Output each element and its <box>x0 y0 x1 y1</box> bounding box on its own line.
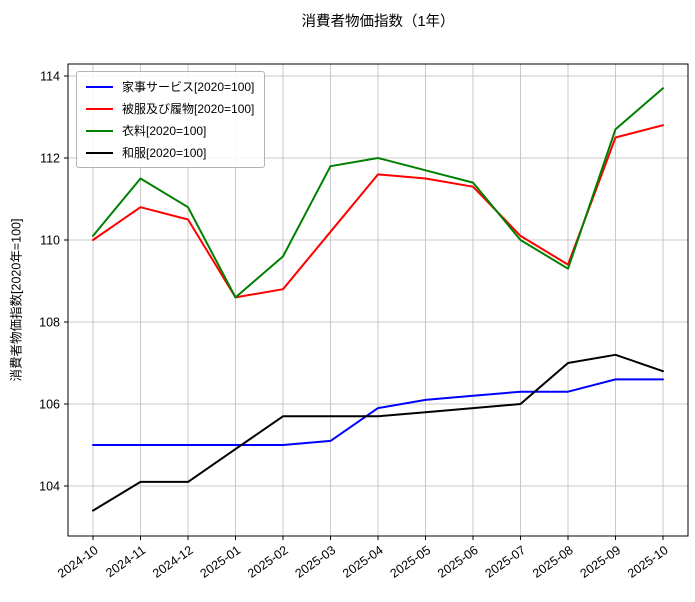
axes-spines <box>67 63 689 537</box>
y-tick-label-106: 106 <box>39 398 60 412</box>
x-tick-label-2025-08: 2025-08 <box>530 543 576 581</box>
legend-label-clothing: 衣料[2020=100] <box>122 124 207 138</box>
housework-service-line <box>92 378 664 446</box>
legend-label-clothes-and-footwear: 被服及び履物[2020=100] <box>122 102 255 116</box>
y-tick-label-104: 104 <box>39 480 60 494</box>
legend-item-housework-service: 家事サービス[2020=100] <box>86 78 254 95</box>
x-tick-label-2025-02: 2025-02 <box>245 543 291 581</box>
x-tick-label-2024-11: 2024-11 <box>103 543 148 580</box>
y-tick-label-110: 110 <box>40 234 60 248</box>
x-tick-label-2025-05: 2025-05 <box>388 543 434 581</box>
legend-swatch-clothing <box>86 129 113 132</box>
x-tick-label-2024-12: 2024-12 <box>150 543 196 581</box>
x-tick-label-2025-07: 2025-07 <box>483 543 529 581</box>
legend-swatch-kimono <box>86 151 113 154</box>
x-tick-label-2025-10: 2025-10 <box>625 543 671 581</box>
legend-item-kimono: 和服[2020=100] <box>86 144 254 161</box>
x-tick-label-2025-06: 2025-06 <box>435 543 481 581</box>
legend-swatch-housework-service <box>86 85 113 88</box>
kimono-line <box>92 353 664 512</box>
x-tick-label-2025-03: 2025-03 <box>293 543 339 581</box>
legend-item-clothes-and-footwear: 被服及び履物[2020=100] <box>86 100 254 117</box>
legend: 家事サービス[2020=100] 被服及び履物[2020=100] 衣料[2020=… <box>76 71 266 168</box>
y-tick-label-108: 108 <box>39 316 60 330</box>
y-tick-label-114: 114 <box>40 70 60 84</box>
x-tick-label-2024-10: 2024-10 <box>55 543 101 581</box>
legend-label-kimono: 和服[2020=100] <box>122 146 207 160</box>
legend-swatch-clothes-and-footwear <box>86 107 113 110</box>
legend-label-housework-service: 家事サービス[2020=100] <box>122 80 255 94</box>
legend-item-clothing: 衣料[2020=100] <box>86 122 254 139</box>
y-tick-label-112: 112 <box>40 152 60 166</box>
clothing-line <box>92 87 664 299</box>
x-tick-label-2025-09: 2025-09 <box>578 543 624 581</box>
clothes-and-footwear-line <box>92 124 664 299</box>
x-tick-label-2025-01: 2025-01 <box>198 543 244 581</box>
chart-title: 消費者物価指数（1年） <box>301 14 455 30</box>
x-tick-label-2025-04: 2025-04 <box>340 543 386 581</box>
